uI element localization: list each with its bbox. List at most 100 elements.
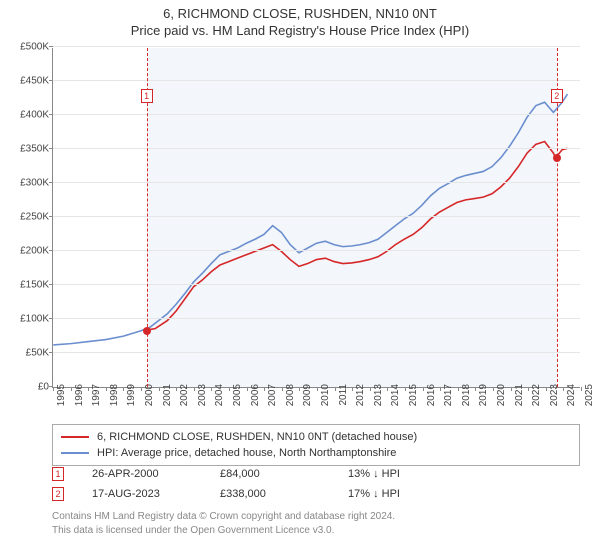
- y-tick-label: £100K: [7, 314, 49, 325]
- event-price: £338,000: [220, 488, 320, 500]
- y-tick: [49, 148, 53, 149]
- y-tick-label: £250K: [7, 212, 49, 223]
- x-tick-label: 2015: [408, 384, 419, 406]
- footer-line: Contains HM Land Registry data © Crown c…: [52, 510, 580, 524]
- gridline: [53, 216, 580, 217]
- chart-container: 6, RICHMOND CLOSE, RUSHDEN, NN10 0NT Pri…: [0, 0, 600, 560]
- x-tick: [405, 387, 406, 391]
- x-tick-label: 2000: [144, 384, 155, 406]
- x-tick: [528, 387, 529, 391]
- x-tick: [211, 387, 212, 391]
- x-tick: [194, 387, 195, 391]
- x-tick-label: 1995: [56, 384, 67, 406]
- legend-label: 6, RICHMOND CLOSE, RUSHDEN, NN10 0NT (de…: [97, 431, 417, 443]
- event-date: 17-AUG-2023: [92, 488, 192, 500]
- y-tick: [49, 250, 53, 251]
- gridline: [53, 148, 580, 149]
- x-tick-label: 2009: [302, 384, 313, 406]
- legend-label: HPI: Average price, detached house, Nort…: [97, 447, 396, 459]
- y-tick-label: £300K: [7, 178, 49, 189]
- x-tick-label: 2003: [197, 384, 208, 406]
- x-tick: [88, 387, 89, 391]
- y-tick-label: £350K: [7, 144, 49, 155]
- x-tick: [317, 387, 318, 391]
- x-tick-label: 2010: [320, 384, 331, 406]
- x-tick-label: 1999: [126, 384, 137, 406]
- x-tick: [159, 387, 160, 391]
- marker-label: 1: [141, 89, 153, 103]
- x-tick: [229, 387, 230, 391]
- legend-swatch: [61, 436, 89, 438]
- x-tick: [423, 387, 424, 391]
- y-tick-label: £450K: [7, 76, 49, 87]
- x-tick: [176, 387, 177, 391]
- gridline: [53, 318, 580, 319]
- x-tick-label: 1998: [109, 384, 120, 406]
- x-tick: [106, 387, 107, 391]
- x-tick: [247, 387, 248, 391]
- event-marker-icon: 1: [52, 467, 64, 481]
- y-tick-label: £400K: [7, 110, 49, 121]
- event-row: 1 26-APR-2000 £84,000 13% ↓ HPI: [52, 464, 580, 484]
- address-title: 6, RICHMOND CLOSE, RUSHDEN, NN10 0NT: [0, 6, 600, 21]
- y-tick: [49, 182, 53, 183]
- series-line-hpi: [53, 94, 567, 345]
- x-tick: [335, 387, 336, 391]
- x-tick: [511, 387, 512, 391]
- x-tick: [440, 387, 441, 391]
- x-tick-label: 2019: [478, 384, 489, 406]
- gridline: [53, 284, 580, 285]
- y-tick: [49, 216, 53, 217]
- x-tick: [53, 387, 54, 391]
- legend: 6, RICHMOND CLOSE, RUSHDEN, NN10 0NT (de…: [52, 424, 580, 466]
- x-tick: [387, 387, 388, 391]
- x-tick: [475, 387, 476, 391]
- x-tick-label: 2023: [549, 384, 560, 406]
- gridline: [53, 352, 580, 353]
- x-tick-label: 2001: [162, 384, 173, 406]
- x-tick-label: 2022: [531, 384, 542, 406]
- x-tick-label: 2006: [250, 384, 261, 406]
- x-tick-label: 2018: [461, 384, 472, 406]
- legend-swatch: [61, 452, 89, 454]
- x-tick-label: 2017: [443, 384, 454, 406]
- marker-label: 2: [551, 89, 563, 103]
- event-price: £84,000: [220, 468, 320, 480]
- y-tick: [49, 318, 53, 319]
- gridline: [53, 182, 580, 183]
- x-tick-label: 2025: [584, 384, 595, 406]
- subtitle: Price paid vs. HM Land Registry's House …: [0, 23, 600, 38]
- x-tick: [299, 387, 300, 391]
- x-tick-label: 2004: [214, 384, 225, 406]
- y-tick-label: £0: [7, 382, 49, 393]
- x-tick: [581, 387, 582, 391]
- x-tick-label: 2020: [496, 384, 507, 406]
- y-tick-label: £150K: [7, 280, 49, 291]
- x-tick: [264, 387, 265, 391]
- event-date: 26-APR-2000: [92, 468, 192, 480]
- event-marker-icon: 2: [52, 487, 64, 501]
- y-tick: [49, 114, 53, 115]
- titles: 6, RICHMOND CLOSE, RUSHDEN, NN10 0NT Pri…: [0, 0, 600, 38]
- event-delta: 13% ↓ HPI: [348, 468, 448, 480]
- y-tick: [49, 80, 53, 81]
- marker-dot: [143, 327, 151, 335]
- event-row: 2 17-AUG-2023 £338,000 17% ↓ HPI: [52, 484, 580, 504]
- x-tick: [71, 387, 72, 391]
- x-tick: [141, 387, 142, 391]
- x-tick: [493, 387, 494, 391]
- legend-item: HPI: Average price, detached house, Nort…: [61, 445, 571, 461]
- y-tick: [49, 352, 53, 353]
- events-table: 1 26-APR-2000 £84,000 13% ↓ HPI 2 17-AUG…: [52, 464, 580, 504]
- x-tick-label: 1997: [91, 384, 102, 406]
- x-tick-label: 2013: [373, 384, 384, 406]
- footer: Contains HM Land Registry data © Crown c…: [52, 510, 580, 537]
- x-tick-label: 2002: [179, 384, 190, 406]
- x-tick-label: 2021: [514, 384, 525, 406]
- gridline: [53, 250, 580, 251]
- x-tick-label: 2008: [285, 384, 296, 406]
- gridline: [53, 46, 580, 47]
- x-tick: [352, 387, 353, 391]
- x-tick: [458, 387, 459, 391]
- marker-dot: [553, 154, 561, 162]
